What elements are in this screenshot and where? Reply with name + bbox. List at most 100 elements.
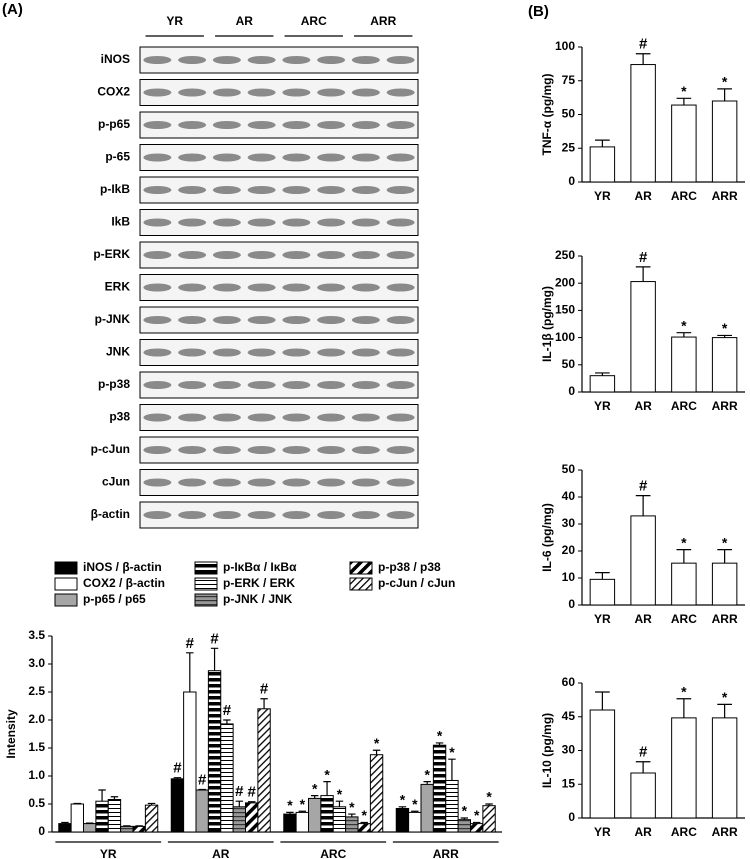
error-bar — [595, 572, 610, 580]
blot-band — [178, 88, 207, 97]
annotation: * — [324, 766, 330, 782]
annotation: * — [462, 803, 468, 819]
annotation: * — [722, 534, 728, 550]
blot-band — [386, 348, 415, 357]
bar — [320, 795, 334, 833]
error-bar — [676, 97, 692, 106]
blot-row-label: p-JNK — [95, 312, 131, 326]
blot-band — [143, 218, 172, 227]
legend-label: COX2 / β-actin — [83, 576, 165, 590]
bar — [711, 100, 738, 183]
annotation: # — [639, 478, 648, 495]
blot-band — [247, 511, 276, 519]
legend-swatch — [194, 593, 218, 607]
blot-row-label: p38 — [109, 410, 130, 424]
bar — [470, 823, 484, 833]
blot-row-label: p-p38 — [98, 377, 130, 391]
bar — [671, 336, 697, 393]
bar — [332, 806, 347, 833]
error-bar — [635, 495, 651, 516]
y-tick-label: 0 — [38, 824, 45, 838]
bar — [671, 562, 697, 606]
error-bar — [98, 789, 106, 802]
y-tick-label: 250 — [555, 248, 575, 262]
bar — [357, 823, 371, 833]
blot-band — [386, 218, 415, 227]
blot-band — [351, 413, 380, 422]
error-bar — [676, 332, 692, 338]
y-tick-label: 15 — [562, 776, 576, 790]
bar — [220, 723, 234, 833]
blot-band — [282, 88, 311, 97]
error-bar — [635, 761, 651, 773]
error-bar — [676, 698, 692, 718]
blot-band — [282, 381, 311, 389]
blot-band — [212, 218, 241, 227]
blot-band — [178, 251, 207, 259]
bar — [120, 825, 134, 833]
annotation: * — [449, 744, 455, 760]
blot-band — [212, 511, 241, 519]
legend-label: p-p65 / p65 — [83, 592, 146, 606]
bar — [630, 772, 656, 819]
annotation: * — [722, 689, 728, 705]
error-bar — [335, 800, 344, 807]
blot-band — [247, 381, 276, 389]
error-bar — [210, 647, 219, 671]
annotation: # — [198, 771, 207, 788]
y-tick-label: 3.0 — [28, 656, 45, 670]
blot-band — [386, 121, 415, 129]
blot-band — [212, 251, 241, 259]
annotation: * — [374, 735, 380, 751]
blot-band — [212, 446, 241, 454]
bar — [671, 717, 697, 819]
x-tick-label: ARR — [712, 189, 738, 203]
blot-band — [386, 251, 415, 259]
blot-row-label: p-IkB — [100, 182, 130, 196]
blot-row-label: p-ERK — [93, 247, 130, 261]
blot-band — [143, 511, 172, 519]
bar — [232, 806, 246, 833]
bar — [207, 670, 222, 833]
blot-band — [143, 186, 172, 194]
blot-band — [212, 348, 241, 357]
bar — [589, 709, 616, 819]
legend-swatch — [194, 577, 218, 591]
bar — [345, 816, 359, 833]
y-tick-label: 1.0 — [28, 768, 45, 782]
annotation: * — [437, 728, 443, 744]
blot-band — [178, 121, 207, 129]
blot-band — [386, 478, 415, 487]
blot-row-label: p-p65 — [98, 117, 130, 131]
blot-group-label: ARR — [370, 14, 396, 28]
blot-band — [143, 446, 172, 454]
blot-band — [247, 413, 276, 422]
annotation: * — [337, 786, 343, 802]
y-tick-label: 75 — [562, 73, 576, 87]
blot-band — [317, 316, 346, 324]
x-tick-label: AR — [634, 399, 652, 413]
bar — [132, 825, 146, 833]
blot-band — [351, 56, 380, 64]
y-tick-label: 0 — [568, 597, 575, 611]
y-axis-label: IL-6 (pg/mg) — [540, 503, 554, 572]
annotation: * — [474, 807, 480, 823]
blot-band — [317, 186, 346, 194]
y-tick-label: 10 — [562, 570, 576, 584]
bar — [308, 797, 322, 833]
y-tick-label: 45 — [562, 709, 576, 723]
annotation: * — [424, 766, 430, 782]
blot-band — [212, 316, 241, 324]
blot-band — [143, 56, 172, 64]
blot-band — [178, 316, 207, 324]
x-tick-label: ARC — [671, 399, 697, 413]
blot-band — [143, 381, 172, 389]
blot-band — [212, 186, 241, 194]
annotation: * — [400, 792, 406, 808]
blot-band — [282, 283, 311, 292]
blot-band — [247, 251, 276, 259]
legend-label: p-p38 / p38 — [378, 560, 441, 574]
legend-swatch — [54, 577, 78, 591]
blot-band — [351, 251, 380, 259]
